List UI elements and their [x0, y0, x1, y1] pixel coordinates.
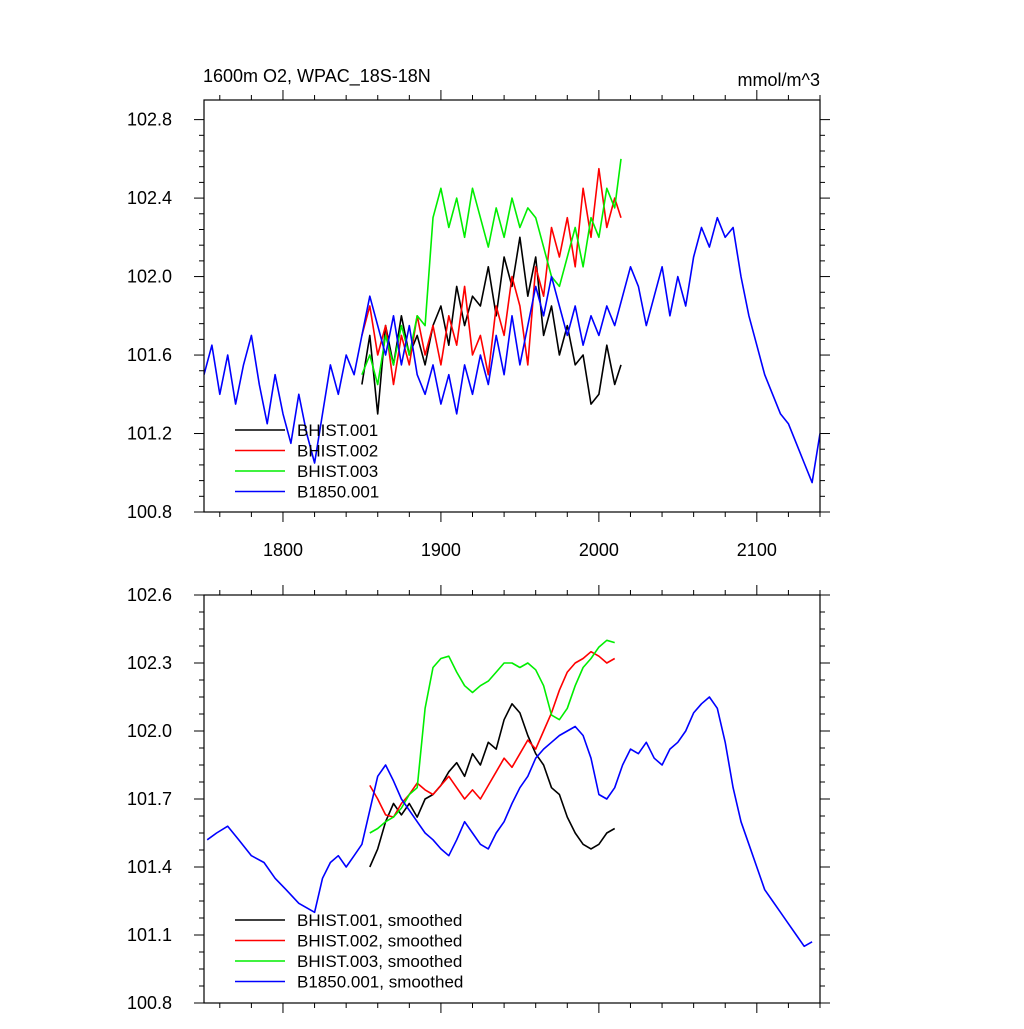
legend-label: BHIST.003 [297, 462, 378, 481]
y-tick-label: 100.8 [127, 993, 172, 1013]
y-tick-label: 102.6 [127, 585, 172, 605]
legend-label: BHIST.003, smoothed [297, 952, 462, 971]
series-line-bhist-001 [361, 236, 622, 415]
x-tick-label: 1900 [421, 540, 461, 560]
series-line-bhist-002 [361, 167, 622, 386]
y-tick-label: 102.0 [127, 267, 172, 287]
y-tick-label: 101.2 [127, 424, 172, 444]
legend-label: BHIST.002, smoothed [297, 932, 462, 951]
series-line-bhist-001-smoothed [369, 702, 616, 868]
series-line-b1850-001-smoothed [206, 696, 813, 948]
series-line-bhist-003-smoothed [369, 639, 615, 834]
y-tick-label: 102.8 [127, 110, 172, 130]
legend-label: B1850.001, smoothed [297, 973, 463, 992]
legend-label: BHIST.002 [297, 442, 378, 461]
y-tick-label: 100.8 [127, 502, 172, 522]
legend-label: B1850.001 [297, 483, 379, 502]
chart-title: 1600m O2, WPAC_18S-18N [203, 66, 431, 87]
legend-label: BHIST.001 [297, 421, 378, 440]
y-tick-label: 101.7 [127, 789, 172, 809]
legend-label: BHIST.001, smoothed [297, 911, 462, 930]
units-label: mmol/m^3 [738, 70, 820, 90]
series-line-b1850-001 [204, 216, 820, 484]
x-tick-label: 2000 [579, 540, 619, 560]
y-tick-label: 101.6 [127, 345, 172, 365]
plot-frame [203, 99, 821, 513]
series-line-bhist-003 [361, 158, 622, 386]
x-tick-label: 2100 [737, 540, 777, 560]
y-tick-label: 102.4 [127, 188, 172, 208]
y-tick-label: 101.4 [127, 857, 172, 877]
y-tick-label: 102.0 [127, 721, 172, 741]
top-panel: 1600m O2, WPAC_18S-18N mmol/m^3 100.8 101… [127, 66, 830, 560]
y-tick-label: 101.1 [127, 925, 172, 945]
x-tick-label: 1800 [263, 540, 303, 560]
bottom-panel: 100.8 101.1 101.4 101.7 102.0 102.3 102.6 BHIST… [127, 585, 830, 1013]
y-tick-label: 102.3 [127, 653, 172, 673]
